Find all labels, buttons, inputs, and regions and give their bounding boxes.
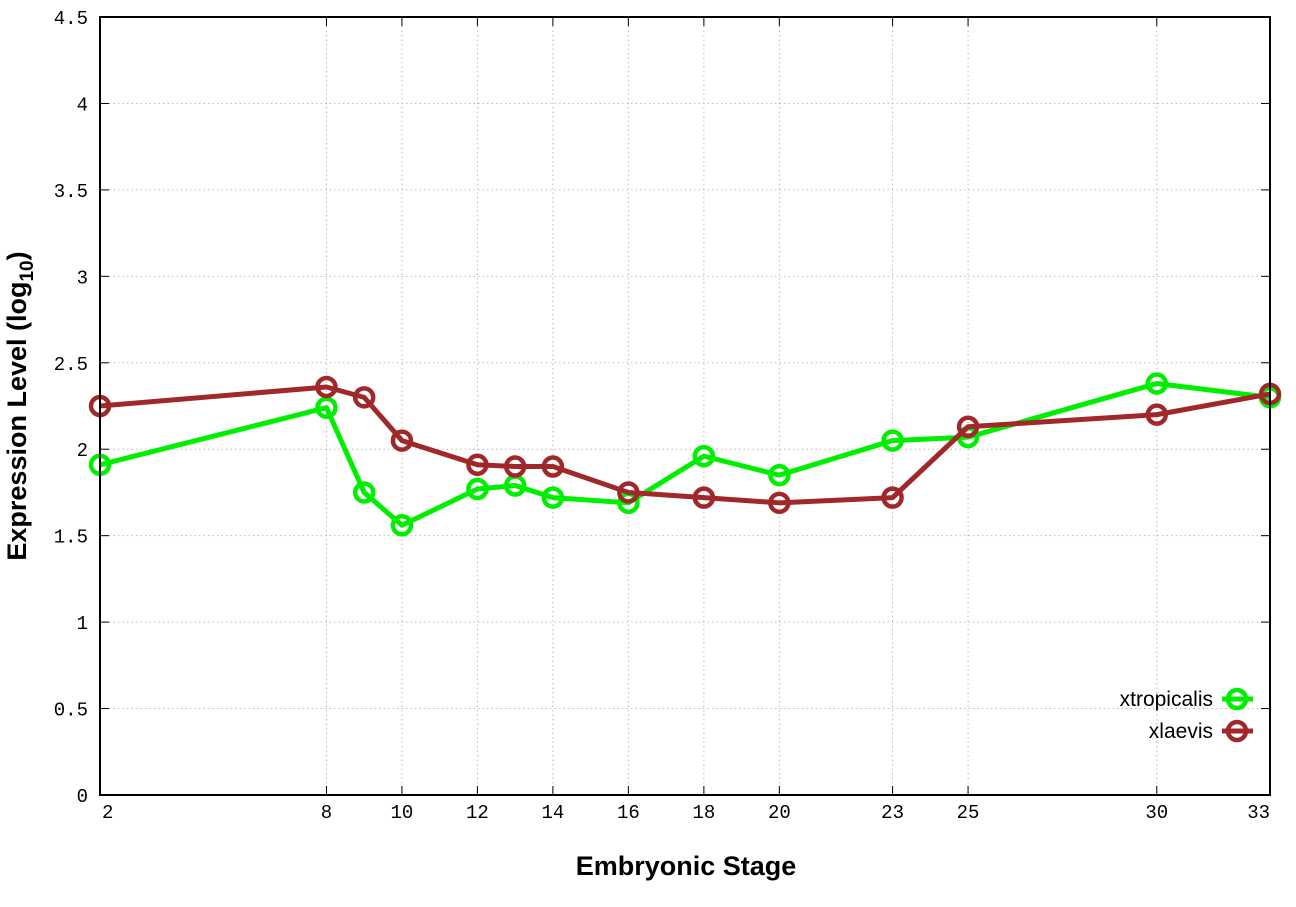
plot-frame [99,16,1271,796]
x-tick-label: 16 [617,802,640,824]
series-layer [88,372,1282,537]
data-point [692,444,716,468]
data-point [617,481,640,504]
x-tick-label: 10 [391,802,414,824]
data-point [390,429,414,452]
data-point [541,455,565,478]
y-tick-label: 4.5 [54,8,88,30]
grid [100,17,1270,795]
y-tick-label: 2 [77,440,88,462]
x-tick-label: 30 [1145,802,1168,824]
series-xlaevis [88,375,1282,515]
x-tick-label: 12 [466,802,489,824]
data-point [503,455,527,478]
data-point [466,453,489,477]
y-tick-label: 3 [77,267,88,289]
x-tick-label: 25 [957,802,980,824]
y-tick-label: 0.5 [54,700,88,722]
y-tick-label: 0 [77,786,88,808]
y-tick-label: 3.5 [54,181,88,203]
series-xtropicalis [88,372,1282,537]
y-tick-label: 4 [77,94,88,116]
legend-marker [1225,687,1249,711]
series-line [99,384,1271,506]
data-point [881,429,904,452]
legend: xtropicalis xlaevis [1120,687,1253,743]
data-point [352,386,376,409]
data-point [315,375,338,399]
data-point [315,396,338,419]
y-axis-title-main: Expression Level (log [2,282,32,561]
x-tick-label: 14 [541,802,564,824]
y-axis-title-suffix: ) [2,251,32,260]
data-point [1145,403,1169,426]
y-tick-label: 2.5 [54,354,88,376]
legend-marker [1225,719,1249,743]
x-axis-title: Embryonic Stage [576,851,797,881]
x-tick-label: 33 [1247,802,1270,824]
y-tick-label: 1 [77,613,88,635]
data-point [466,477,489,501]
legend-label: xlaevis [1149,720,1213,743]
y-axis-title: Expression Level (log10) [2,251,38,560]
legend-label: xtropicalis [1120,688,1213,711]
x-tick-label: 2 [102,802,113,824]
data-point [692,486,716,509]
x-tick-label: 23 [881,802,904,824]
data-point [768,463,791,487]
data-point [352,481,376,504]
data-point [881,486,904,509]
y-tick-label: 1.5 [54,527,88,549]
data-point [768,491,791,515]
ticks: 0 0.5 1 1.5 2 2.5 3 3.5 4 4.5 2 8 10 12 14 16 18 20 23 25 30… [54,8,1271,824]
data-point [541,486,565,509]
x-tick-label: 20 [768,802,791,824]
x-tick-label: 18 [692,802,715,824]
data-point [956,415,980,438]
series-line [99,381,1271,528]
x-tick-label: 8 [321,802,332,824]
y-axis-title-subscript: 10 [17,260,38,281]
data-point [390,514,414,537]
data-point [1145,372,1169,395]
